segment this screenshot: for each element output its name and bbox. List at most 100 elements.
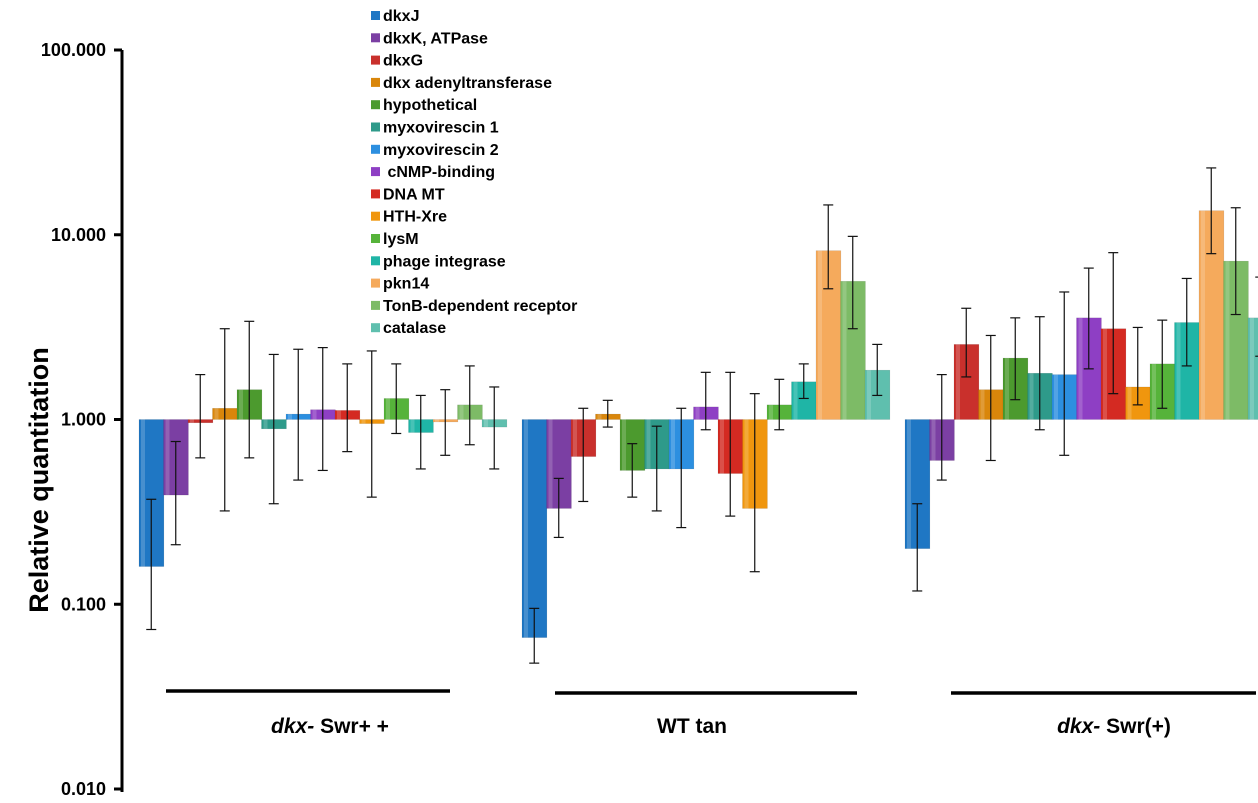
bar-sheen	[459, 404, 464, 420]
legend-label: dkxK, ATPase	[383, 30, 488, 47]
legend-swatch	[371, 167, 380, 177]
bar-sheen	[1103, 328, 1107, 420]
legend-item: myxovirescin 1	[371, 120, 499, 137]
legend-label: catalase	[383, 320, 446, 337]
legend-item: dkxK, ATPase	[371, 30, 488, 47]
bar-sheen	[141, 419, 145, 567]
bar-sheen	[410, 419, 415, 433]
bar-sheen	[622, 419, 626, 471]
group-label: WT tan	[657, 715, 727, 738]
bar-sheen	[956, 344, 960, 420]
legend-label: TonB-dependent receptor	[383, 298, 577, 315]
legend-swatch	[371, 211, 380, 221]
legend-label: dkxG	[383, 53, 423, 70]
bar-sheen	[720, 419, 724, 474]
bar-sheen	[1054, 374, 1058, 420]
legend: dkxJ dkxK, ATPase dkxG dkx adenyltransferas…	[371, 8, 577, 337]
bar-group	[521, 204, 891, 664]
bar-sheen	[695, 406, 700, 420]
bar-sheen	[980, 389, 985, 420]
bar-sheen	[1152, 363, 1156, 420]
bar-sheen	[842, 281, 847, 420]
legend-item: catalase	[371, 320, 446, 337]
legend-swatch	[371, 33, 380, 43]
bars	[138, 167, 1258, 664]
legend-label: dkx adenyltransferase	[383, 75, 552, 92]
bar-sheen	[263, 419, 268, 429]
legend-label: dkxJ	[383, 8, 419, 25]
bar-sheen	[907, 419, 911, 549]
y-tick-label: 0.100	[61, 594, 106, 614]
y-tick-label: 100.000	[41, 40, 106, 60]
y-axis-label: Relative quantitation	[24, 347, 54, 613]
legend-item: pkn14	[371, 276, 429, 293]
legend-label: myxovirescin 1	[383, 120, 499, 137]
group-label: dkx- Swr(+)	[1057, 715, 1171, 738]
group-label-italic: dkx-	[1057, 715, 1100, 738]
group-label-text: WT tan	[657, 715, 727, 738]
bar-sheen	[818, 250, 822, 420]
bar-group	[904, 167, 1258, 592]
group-label: dkx- Swr+ +	[271, 715, 389, 738]
legend-label: DNA MT	[383, 186, 445, 203]
y-tick-label: 10.000	[51, 225, 106, 245]
bar-sheen	[190, 419, 194, 423]
bar-sheen	[1029, 373, 1034, 420]
bar-sheen	[214, 408, 219, 420]
bar-sheen	[769, 404, 773, 420]
legend-swatch	[371, 77, 380, 87]
bar-sheen	[1078, 317, 1083, 420]
legend-swatch	[371, 300, 380, 310]
legend-label: pkn14	[383, 276, 429, 293]
legend-item: DNA MT	[371, 186, 445, 203]
legend-label: HTH-Xre	[383, 209, 447, 226]
legend-label: phage integrase	[383, 253, 506, 270]
bar-group	[138, 320, 508, 631]
legend-swatch	[371, 144, 380, 154]
legend-item: lysM	[371, 231, 419, 248]
bar-sheen	[484, 419, 488, 428]
group-label-text: Swr+ +	[314, 715, 389, 738]
bar-sheen	[671, 419, 675, 469]
legend-item: hypothetical	[371, 97, 477, 114]
legend-swatch	[371, 11, 380, 20]
legend-item: phage integrase	[371, 253, 506, 270]
bar-sheen	[573, 419, 577, 457]
bar-sheen	[386, 398, 390, 420]
legend-swatch	[371, 122, 380, 132]
bar-sheen	[361, 419, 366, 424]
legend-item: TonB-dependent receptor	[371, 298, 577, 315]
bar-sheen	[793, 381, 798, 420]
legend-swatch	[371, 278, 380, 288]
bar-sheen	[435, 419, 439, 422]
legend-swatch	[371, 100, 380, 110]
bar	[521, 419, 548, 638]
bar-sheen	[597, 414, 602, 420]
y-axis-ticks: 100.000 10.000 1.000 0.100 0.010	[41, 40, 122, 799]
legend-swatch	[371, 55, 380, 65]
legend-swatch	[371, 189, 380, 199]
bar-sheen	[1176, 322, 1181, 420]
legend-label: hypothetical	[383, 97, 477, 114]
legend-swatch	[371, 256, 380, 266]
group-labels: dkx- Swr+ + WT tan dkx- Swr(+)	[166, 689, 1256, 738]
legend-label: cNMP-binding	[383, 164, 495, 181]
y-tick-label: 0.010	[61, 779, 106, 799]
bar-sheen	[867, 370, 871, 420]
legend-item: myxovirescin 2	[371, 142, 499, 159]
legend-swatch	[371, 323, 380, 333]
y-tick-label: 1.000	[61, 410, 106, 430]
bar-sheen	[744, 419, 749, 509]
legend-item: cNMP-binding	[371, 164, 495, 181]
bar-sheen	[548, 419, 553, 509]
legend-label: lysM	[383, 231, 419, 248]
legend-item: HTH-Xre	[371, 209, 447, 226]
bar-sheen	[646, 419, 651, 469]
bar-sheen	[288, 414, 292, 420]
bar-sheen	[1127, 386, 1132, 420]
bar-sheen	[1005, 358, 1009, 420]
bar-sheen	[239, 389, 243, 420]
bar	[1247, 317, 1258, 420]
bar-sheen	[931, 419, 936, 461]
